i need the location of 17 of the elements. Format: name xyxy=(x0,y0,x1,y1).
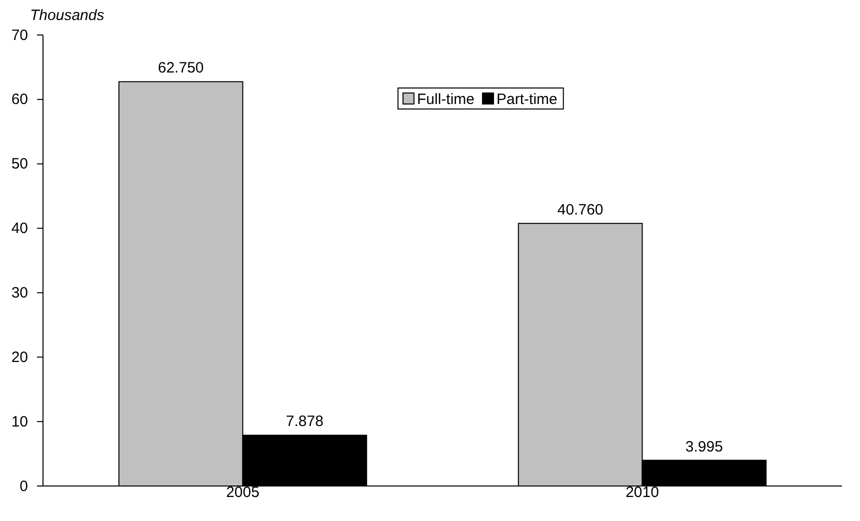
y-tick-label: 60 xyxy=(11,91,28,108)
x-tick-label: 2010 xyxy=(626,484,659,501)
y-tick-label: 0 xyxy=(20,478,28,495)
y-tick-label: 70 xyxy=(11,26,28,44)
legend-label: Part-time xyxy=(496,91,558,108)
y-axis-title: Thousands xyxy=(30,7,105,24)
x-tick-label: 2005 xyxy=(226,484,260,501)
data-label: 40.760 xyxy=(557,201,604,218)
y-tick-label: 50 xyxy=(11,156,28,173)
legend-label: Full-time xyxy=(417,91,475,108)
y-tick-label: 10 xyxy=(11,413,28,430)
data-label: 62.750 xyxy=(158,60,204,77)
y-tick-label: 20 xyxy=(11,348,28,366)
y-tick-label: 30 xyxy=(11,284,28,302)
y-tick-label: 40 xyxy=(11,220,28,238)
data-label: 7.878 xyxy=(286,413,324,430)
data-label: 3.995 xyxy=(685,438,723,456)
